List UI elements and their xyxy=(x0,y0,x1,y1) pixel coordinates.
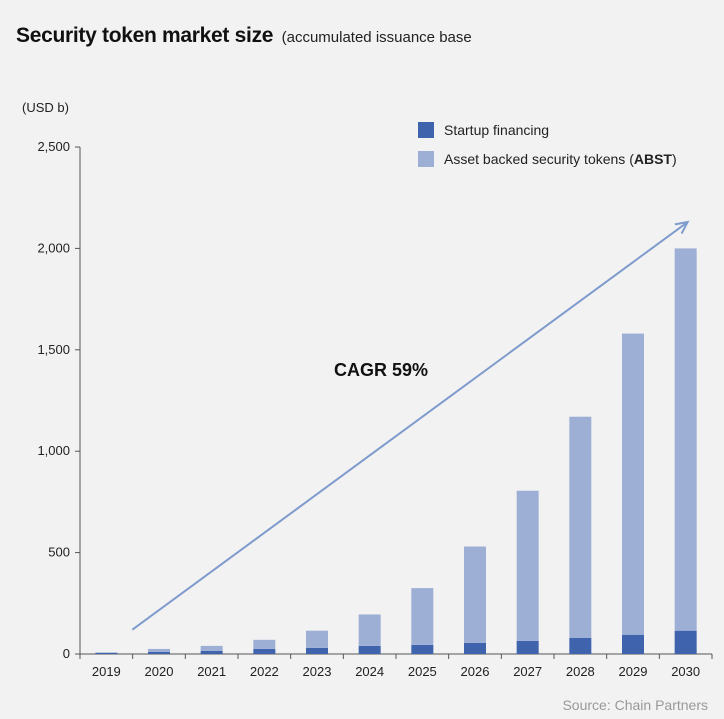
bar-startup-financing xyxy=(358,645,381,654)
legend-label-startup-financing: Startup financing xyxy=(444,122,550,138)
cagr-trend-arrow xyxy=(131,221,689,631)
y-axis-unit-label: (USD b) xyxy=(22,100,69,115)
source-note: Source: Chain Partners xyxy=(562,697,708,713)
bar-abst xyxy=(516,490,539,641)
bar-startup-financing xyxy=(569,637,592,654)
chart-subtitle: (accumulated issuance base xyxy=(281,29,472,46)
x-tick-label: 2025 xyxy=(408,664,437,679)
bar-abst xyxy=(148,648,170,652)
y-tick-label: 2,500 xyxy=(37,139,70,154)
bar-startup-financing xyxy=(200,650,223,654)
x-tick-label: 2027 xyxy=(513,664,542,679)
bar-startup-financing xyxy=(148,651,170,654)
cagr-arrow-head xyxy=(674,220,690,234)
bar-abst xyxy=(411,588,434,645)
x-tick-label: 2022 xyxy=(250,664,279,679)
legend: Startup financing Asset backed security … xyxy=(418,120,677,178)
bar-abst xyxy=(674,248,697,631)
bar-startup-financing xyxy=(674,630,697,654)
x-tick-label: 2024 xyxy=(355,664,384,679)
bar-startup-financing xyxy=(516,640,539,654)
bar-startup-financing xyxy=(253,648,276,654)
bar-abst xyxy=(253,639,276,649)
bar-abst xyxy=(622,333,644,635)
legend-swatch-startup-financing xyxy=(418,122,434,138)
bar-abst xyxy=(569,416,592,638)
bar-startup-financing xyxy=(95,652,118,654)
bar-startup-financing xyxy=(306,647,328,654)
bar-abst xyxy=(200,645,223,651)
chart-title: Security token market size xyxy=(16,24,274,47)
bar-abst xyxy=(464,546,486,643)
x-tick-label: 2021 xyxy=(197,664,226,679)
y-tick-label: 1,500 xyxy=(37,342,70,357)
y-tick-label: 1,000 xyxy=(37,443,70,458)
bar-startup-financing xyxy=(464,642,486,654)
x-tick-label: 2026 xyxy=(461,664,490,679)
x-tick-label: 2030 xyxy=(671,664,700,679)
cagr-annotation: CAGR 59% xyxy=(334,360,429,380)
bar-abst xyxy=(95,652,118,653)
x-tick-label: 2029 xyxy=(619,664,648,679)
bar-startup-financing xyxy=(622,634,644,654)
x-tick-label: 2028 xyxy=(566,664,595,679)
x-tick-label: 2023 xyxy=(303,664,332,679)
y-tick-label: 500 xyxy=(48,545,70,560)
y-tick-label: 0 xyxy=(63,646,70,661)
bar-abst xyxy=(358,614,381,646)
bar-startup-financing xyxy=(411,644,434,654)
x-tick-label: 2020 xyxy=(145,664,174,679)
y-tick-label: 2,000 xyxy=(37,240,70,255)
legend-item-startup-financing: Startup financing xyxy=(418,120,677,140)
legend-label-abst: Asset backed security tokens (ABST) xyxy=(444,151,677,167)
bar-abst xyxy=(306,630,328,648)
x-tick-label: 2019 xyxy=(92,664,121,679)
legend-item-abst: Asset backed security tokens (ABST) xyxy=(418,149,677,169)
chart-title-row: Security token market size (accumulated … xyxy=(16,24,472,48)
legend-swatch-abst xyxy=(418,151,434,167)
